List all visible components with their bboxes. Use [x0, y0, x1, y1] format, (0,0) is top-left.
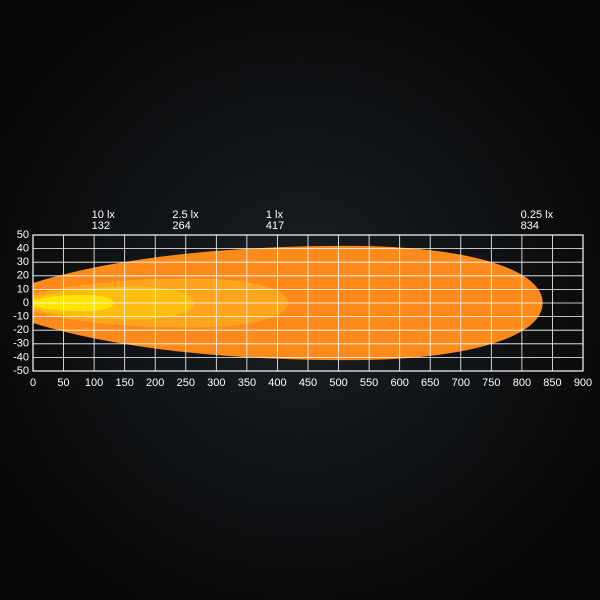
- x-tick-label: 700: [452, 377, 470, 389]
- x-tick-label: 650: [421, 377, 439, 389]
- x-tick-label: 200: [146, 377, 164, 389]
- y-tick-label: 30: [17, 256, 29, 268]
- y-tick-label: -10: [13, 311, 29, 323]
- contour-reach: 132: [92, 220, 110, 232]
- x-tick-label: 550: [360, 377, 378, 389]
- x-tick-label: 900: [574, 377, 592, 389]
- x-tick-label: 750: [482, 377, 500, 389]
- contour-reach: 264: [172, 220, 190, 232]
- y-tick-label: 10: [17, 283, 29, 295]
- y-tick-label: -50: [13, 365, 29, 377]
- y-tick-label: -30: [13, 338, 29, 350]
- y-tick-label: 50: [17, 229, 29, 241]
- y-tick-label: 40: [17, 243, 29, 255]
- x-tick-label: 150: [115, 377, 133, 389]
- x-tick-label: 250: [177, 377, 195, 389]
- contour-name: 0.25 lx: [521, 209, 554, 221]
- y-tick-label: 0: [23, 297, 29, 309]
- plot-frame: [32, 234, 584, 372]
- x-tick-label: 450: [299, 377, 317, 389]
- contour-name: 1 lx: [266, 209, 284, 221]
- contour-name: 2.5 lx: [172, 209, 199, 221]
- x-tick-label: 100: [85, 377, 103, 389]
- x-tick-label: 800: [513, 377, 531, 389]
- x-tick-label: 0: [30, 377, 36, 389]
- x-tick-label: 400: [268, 377, 286, 389]
- x-tick-label: 50: [57, 377, 69, 389]
- contour-reach: 417: [266, 220, 284, 232]
- x-tick-label: 600: [390, 377, 408, 389]
- y-tick-label: 20: [17, 270, 29, 282]
- contour-reach: 834: [521, 220, 539, 232]
- x-tick-label: 850: [543, 377, 561, 389]
- x-tick-label: 300: [207, 377, 225, 389]
- y-tick-label: -20: [13, 324, 29, 336]
- y-tick-label: -40: [13, 351, 29, 363]
- x-tick-label: 500: [329, 377, 347, 389]
- x-tick-label: 350: [238, 377, 256, 389]
- contour-name: 10 lx: [92, 209, 116, 221]
